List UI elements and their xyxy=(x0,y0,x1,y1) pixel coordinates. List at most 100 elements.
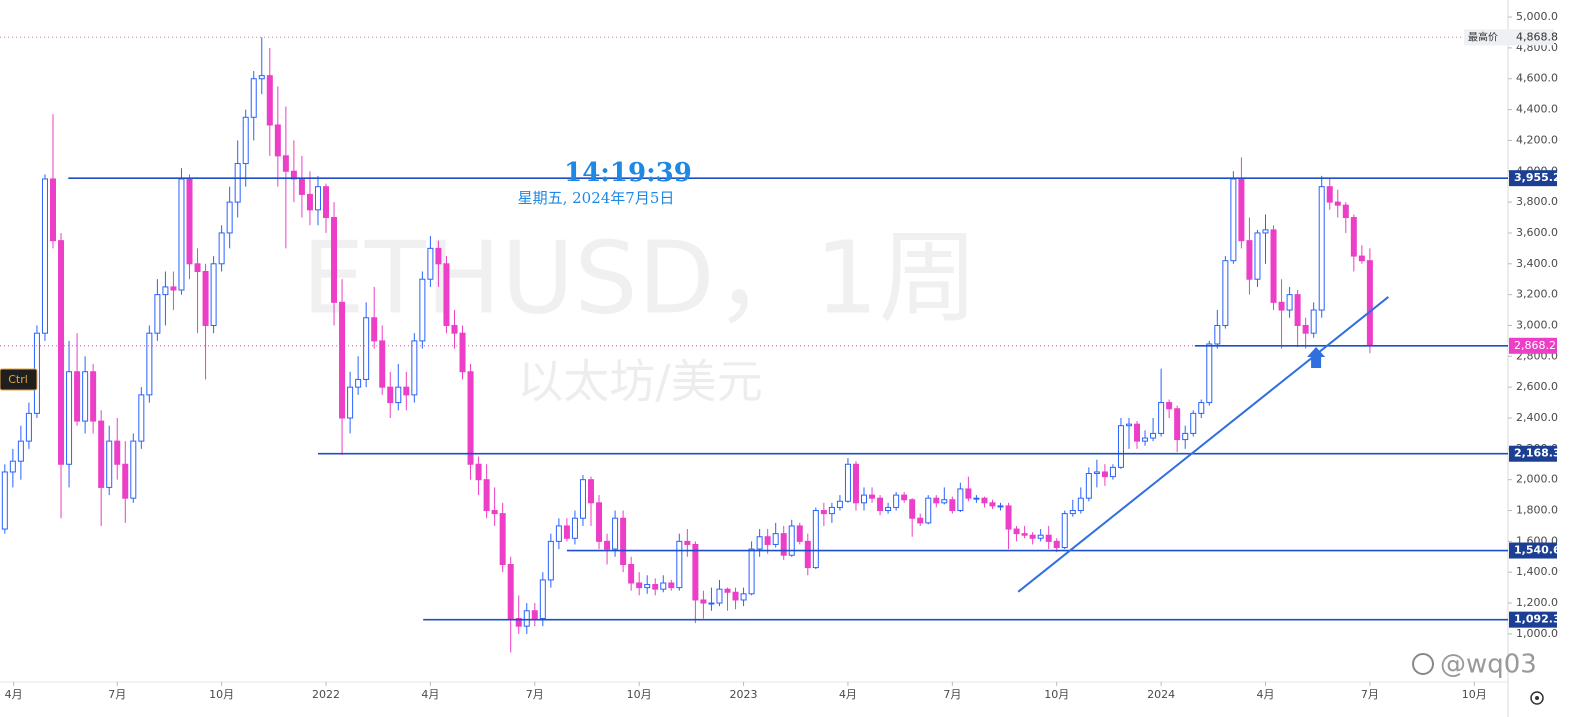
candle-body xyxy=(114,440,121,465)
candle-body xyxy=(828,506,835,515)
x-tick-label: 4月 xyxy=(1256,688,1274,701)
candle-body xyxy=(852,463,859,504)
candle-body xyxy=(1238,178,1245,242)
candle-body xyxy=(997,505,1004,508)
candle-body xyxy=(1254,232,1261,280)
candle-body xyxy=(547,540,554,581)
candle-body xyxy=(25,412,32,442)
y-tick-label: 3,800.0 xyxy=(1516,195,1558,208)
candle-body xyxy=(1150,432,1157,439)
candle-body xyxy=(443,263,450,326)
candle-body xyxy=(178,178,185,291)
candle-body xyxy=(298,178,305,195)
candle-body xyxy=(146,332,153,396)
candle-body xyxy=(917,517,924,524)
candle-body xyxy=(885,506,892,512)
candle-body xyxy=(1350,217,1357,257)
candle-body xyxy=(724,588,731,593)
candle-body xyxy=(1037,534,1044,539)
candle-body xyxy=(226,201,233,234)
candle-body xyxy=(98,420,105,488)
candle-body xyxy=(138,394,145,442)
candle-body xyxy=(1,471,8,530)
y-tick-label: 3,000.0 xyxy=(1516,318,1558,331)
candle-body xyxy=(1109,466,1116,478)
candle-body xyxy=(1214,324,1221,345)
candle-body xyxy=(933,497,940,504)
candle-body xyxy=(579,479,586,519)
candle-body xyxy=(122,463,129,499)
candle-body xyxy=(162,286,169,296)
candle-body xyxy=(435,247,442,265)
candle-body xyxy=(186,178,193,265)
candle-body xyxy=(1286,294,1293,311)
candle-body xyxy=(194,263,201,272)
candle-body xyxy=(74,371,81,422)
candle-body xyxy=(242,116,249,165)
candle-body xyxy=(563,525,570,539)
candle-body xyxy=(981,497,988,504)
candle-body xyxy=(1206,343,1213,404)
candle-body xyxy=(66,371,73,465)
candle-body xyxy=(764,536,771,545)
candle-body xyxy=(628,563,635,584)
candle-body xyxy=(451,324,458,334)
candle-body xyxy=(909,499,916,519)
candle-body xyxy=(1134,423,1141,442)
candle-body xyxy=(1278,301,1285,311)
candle-body xyxy=(491,510,498,515)
candle-body xyxy=(1101,471,1108,478)
candle-body xyxy=(314,186,321,211)
candle-body xyxy=(620,517,627,565)
signature: @wq03 xyxy=(1440,650,1537,680)
candle-body xyxy=(1142,437,1149,442)
candle-body xyxy=(531,610,538,619)
level-axis-box xyxy=(1509,542,1557,559)
candle-body xyxy=(587,479,594,504)
candle-body xyxy=(1366,260,1373,347)
candle-body xyxy=(41,178,48,334)
x-tick-label: 10月 xyxy=(627,688,652,701)
symbol-watermark: ETHUSD，1周 xyxy=(302,219,979,336)
candle-body xyxy=(411,340,418,396)
candle-body xyxy=(1158,402,1165,434)
settings-icon-dot[interactable] xyxy=(1535,696,1539,700)
settings-icon[interactable] xyxy=(1530,691,1544,705)
y-tick-label: 3,600.0 xyxy=(1516,226,1558,239)
x-tick-label: 2022 xyxy=(312,688,340,701)
candle-body xyxy=(925,497,932,524)
y-tick-label: 4,600.0 xyxy=(1516,72,1558,85)
level-axis-box xyxy=(1509,170,1557,187)
y-tick-label: 5,000.0 xyxy=(1516,10,1558,23)
candle-body xyxy=(475,463,482,481)
y-tick-label: 4,400.0 xyxy=(1516,103,1558,116)
candle-body xyxy=(788,525,795,556)
candle-body xyxy=(820,510,827,515)
x-tick-label: 2023 xyxy=(730,688,758,701)
candle-body xyxy=(1029,534,1036,539)
candle-body xyxy=(9,460,16,473)
watermark: ETHUSD，1周 以太坊/美元 xyxy=(302,219,979,408)
candle-body xyxy=(1085,473,1092,499)
y-tick-label: 3,400.0 xyxy=(1516,257,1558,270)
candle-body xyxy=(1294,294,1301,326)
high-name: 最高价 xyxy=(1468,30,1498,43)
candle-body xyxy=(877,497,884,512)
candle-body xyxy=(507,563,514,619)
candle-body xyxy=(1077,497,1084,512)
x-tick-label: 4月 xyxy=(839,688,857,701)
candle-body xyxy=(844,463,851,502)
candle-body xyxy=(371,317,378,342)
crosshair-date: 星期五, 2024年7月5日 xyxy=(518,189,675,207)
candle-body xyxy=(82,371,89,422)
candle-body xyxy=(379,340,386,388)
candle-body xyxy=(596,502,603,542)
candle-body xyxy=(901,494,908,501)
candle-body xyxy=(692,543,699,601)
candle-body xyxy=(973,497,980,500)
last-price-label: 2,868.2 xyxy=(1514,339,1556,352)
x-tick-label: 2024 xyxy=(1147,688,1175,701)
candle-body xyxy=(1246,240,1253,280)
